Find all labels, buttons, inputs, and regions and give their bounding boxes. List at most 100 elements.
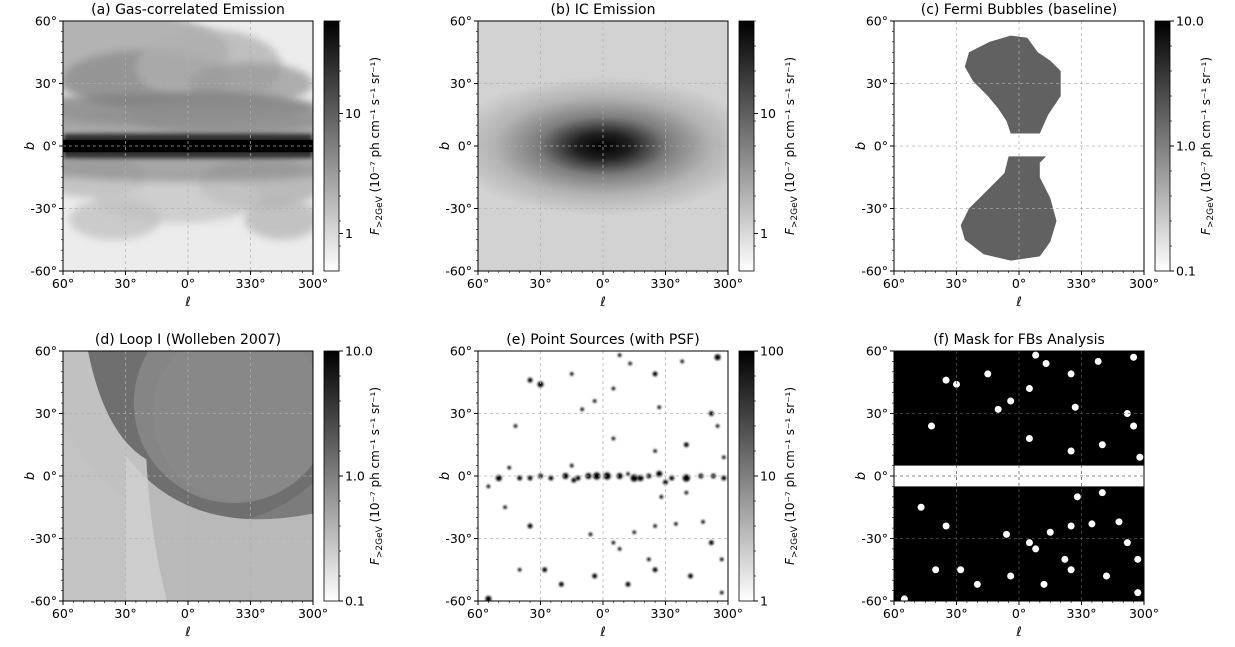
point-source (513, 424, 518, 428)
y-tick-label: 60° (35, 14, 57, 29)
masked-source (928, 422, 935, 430)
point-source (647, 557, 651, 562)
point-source (503, 505, 507, 510)
y-tick-label: 60° (866, 344, 888, 359)
point-source (663, 479, 668, 485)
colorbar-tick-label: 10.0 (345, 344, 373, 359)
point-source (542, 567, 548, 573)
masked-source (942, 376, 950, 384)
masked-source (1061, 555, 1069, 563)
x-tick-label: 0° (596, 606, 610, 621)
panel-c: 60° 30° 0° 330° 300° 60° 30° 0° -30° -60° (c) Ferm… (854, 2, 1216, 310)
masked-source (1123, 539, 1131, 547)
colorbar-gradient (1154, 20, 1171, 272)
point-source (617, 547, 622, 551)
masked-source (1088, 520, 1096, 528)
point-source (674, 522, 678, 526)
colorbar-label: F>2GeV (10⁻⁷ ph cm⁻¹ s⁻¹ sr⁻¹) (783, 57, 800, 235)
masked-plane-band (894, 465, 1144, 487)
point-source (719, 557, 724, 562)
point-source (657, 405, 662, 410)
masked-source (1067, 447, 1075, 455)
colorbar-label-main: F (368, 557, 382, 565)
point-source (683, 442, 689, 448)
point-source (637, 475, 644, 482)
point-source (592, 399, 597, 403)
masked-source (1094, 357, 1102, 365)
point-source (682, 474, 690, 482)
point-source (625, 581, 631, 587)
colorbar-tick-label: 10 (345, 106, 361, 121)
y-tick-label: -30° (861, 531, 888, 546)
y-tick-label: -60° (861, 594, 888, 609)
y-tick-label: 0° (874, 469, 888, 484)
y-tick-label: 30° (450, 76, 472, 91)
y-tick-label: 30° (866, 406, 888, 421)
colorbar-label-sub: >2GeV (375, 525, 385, 558)
point-source (659, 495, 664, 499)
colorbar-tick-label: 1 (760, 594, 768, 609)
colorbar-label: F>2GeV (10⁻⁷ ph cm⁻¹ s⁻¹ sr⁻¹) (783, 387, 800, 565)
x-tick-label: 330° (650, 276, 680, 291)
colorbar-tick-label: 0.1 (1176, 264, 1196, 279)
y-tick-label: 30° (35, 76, 57, 91)
point-source (652, 567, 658, 573)
colorbar-label-unit: (10⁻⁷ ph cm⁻¹ s⁻¹ sr⁻¹) (368, 387, 382, 526)
colorbar-label: F>2GeV (10⁻⁷ ph cm⁻¹ s⁻¹ sr⁻¹) (368, 387, 385, 565)
x-tick-label: 330° (1066, 606, 1096, 621)
colorbar-tick-label: 10.0 (1176, 14, 1204, 29)
colorbar-tick-label: 10 (760, 106, 776, 121)
y-tick-label: -60° (445, 264, 472, 279)
x-tick-label: 330° (650, 606, 680, 621)
point-source (592, 573, 598, 579)
masked-source (1042, 360, 1050, 367)
x-axis-label: ℓ (1015, 625, 1021, 640)
x-axis-label: ℓ (599, 295, 605, 310)
masked-source (973, 580, 981, 588)
x-tick-label: 60° (52, 276, 74, 291)
colorbar-label: F>2GeV (10⁻⁷ ph cm⁻¹ s⁻¹ sr⁻¹) (368, 57, 385, 235)
x-tick-label: 300° (1129, 606, 1159, 621)
colorbar-tick-label: 1 (345, 226, 353, 241)
plot-area-b (478, 21, 728, 271)
y-axis-label: b (438, 142, 453, 150)
panel-e: 60° 30° 0° 330° 300° 60° 30° 0° -30° -60° (e) Poin… (438, 332, 800, 640)
y-tick-label: 0° (874, 139, 888, 154)
masked-source (1025, 435, 1033, 442)
point-source (517, 475, 523, 481)
point-source (626, 472, 630, 476)
masked-source (1071, 403, 1079, 411)
masked-source (1032, 545, 1040, 553)
y-tick-label: 0° (458, 469, 472, 484)
gas-cloud (69, 198, 161, 240)
masked-source (1067, 522, 1075, 530)
point-source (715, 424, 720, 428)
colorbar-c: 10.0 1.0 0.1 F>2GeV (10⁻⁷ ph cm⁻¹ s⁻¹ sr⁻¹) (1154, 14, 1216, 279)
x-tick-label: 60° (52, 606, 74, 621)
y-tick-label: -60° (30, 264, 57, 279)
plot-area-d (63, 351, 313, 601)
plot-area-a (63, 21, 313, 271)
masked-source (1067, 566, 1075, 574)
colorbar-tick-label: 10 (760, 469, 776, 484)
point-source (630, 474, 638, 482)
panel-title: (c) Fermi Bubbles (baseline) (921, 2, 1118, 18)
colorbar-label: F>2GeV (10⁻⁷ ph cm⁻¹ s⁻¹ sr⁻¹) (1199, 57, 1216, 235)
masked-source (1046, 528, 1054, 536)
colorbar-label-sub: >2GeV (790, 195, 800, 228)
x-tick-label: 30° (529, 606, 551, 621)
panel-title: (f) Mask for FBs Analysis (933, 332, 1105, 348)
x-tick-label: 30° (945, 276, 967, 291)
x-tick-label: 0° (596, 276, 610, 291)
x-tick-label: 30° (945, 606, 967, 621)
x-tick-label: 330° (235, 276, 265, 291)
y-axis-label: b (854, 472, 869, 480)
point-source (571, 477, 577, 483)
colorbar-label-main: F (1199, 227, 1213, 235)
panel-d: 60° 30° 0° 330° 300° 60° 30° 0° -30° -60° (d) Loop… (23, 332, 385, 640)
masked-source (1115, 518, 1123, 526)
y-tick-label: 0° (43, 139, 57, 154)
point-source (611, 540, 616, 545)
masked-source (1003, 530, 1010, 538)
